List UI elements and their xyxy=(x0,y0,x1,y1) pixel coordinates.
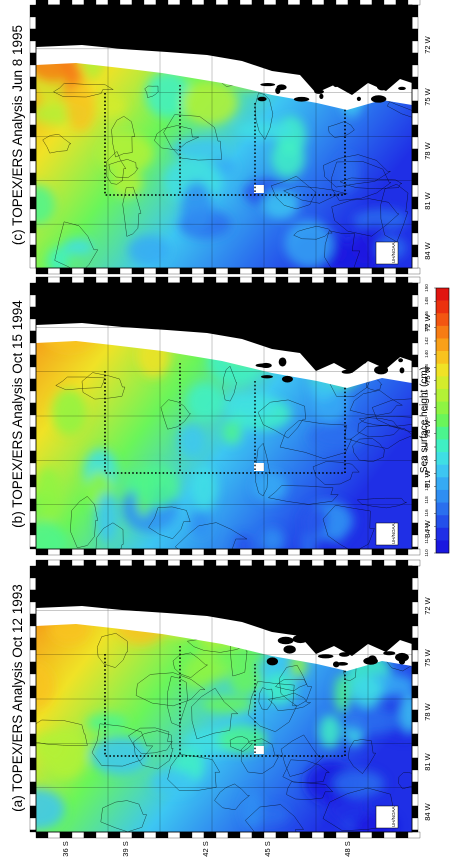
latitude-label: 45 S xyxy=(263,841,272,857)
longitude-label: 72 W xyxy=(423,597,432,615)
colorbar-swatch xyxy=(436,313,449,327)
land-south-america xyxy=(36,566,412,656)
colorbar-title: Sea surface height (cm) xyxy=(419,366,430,474)
colorbar-swatch xyxy=(436,527,449,541)
longitude-label: 81 W xyxy=(423,753,432,771)
colorbar-swatch xyxy=(436,376,449,390)
colorbar-swatch xyxy=(436,502,449,516)
panel-title: (a) TOPEX/ERS Analysis Oct 12 1993 xyxy=(10,584,25,812)
panel-title: (b) TOPEX/ERS Analysis Oct 15 1994 xyxy=(10,300,25,528)
longitude-label: 72 W xyxy=(423,36,432,54)
logo-text: UH/NOAA xyxy=(391,523,396,544)
colorbar-swatch xyxy=(436,489,449,503)
colorbar-swatch xyxy=(436,540,449,554)
logo xyxy=(375,805,399,829)
colorbar-tick-label: 150 xyxy=(424,284,429,292)
map-frame xyxy=(29,276,421,556)
colorbar-swatch xyxy=(436,388,449,402)
colorbar-swatch xyxy=(436,414,449,428)
map-panel-2: UH/NOAA xyxy=(29,559,421,839)
map-frame xyxy=(29,0,421,275)
colorbar-tick-label: 110 xyxy=(424,549,429,557)
land-south-america xyxy=(36,283,412,373)
colorbar-swatch xyxy=(436,300,449,314)
colorbar-swatch xyxy=(436,464,449,478)
colorbar-swatch xyxy=(436,439,449,453)
logo-text: UH/NOAA xyxy=(391,806,396,827)
logo xyxy=(375,241,399,265)
panel-title: (c) TOPEX/ERS Analysis Jun 8 1995 xyxy=(10,24,25,246)
colorbar-swatch xyxy=(436,515,449,529)
logo-text: UH/NOAA xyxy=(391,242,396,263)
colorbar-swatch xyxy=(436,363,449,377)
analysis-box xyxy=(104,371,346,474)
colorbar-swatch xyxy=(436,426,449,440)
longitude-label: 78 W xyxy=(423,142,432,160)
map-panel-1: UH/NOAA xyxy=(29,276,421,556)
colorbar-swatch xyxy=(436,477,449,491)
colorbar-swatch xyxy=(436,338,449,352)
colorbar-swatch xyxy=(436,351,449,365)
longitude-label: 81 W xyxy=(423,192,432,210)
latitude-label: 39 S xyxy=(121,841,130,857)
colorbar-swatch xyxy=(436,288,449,301)
analysis-box xyxy=(104,93,346,196)
latitude-label: 48 S xyxy=(343,841,352,857)
longitude-label: 75 W xyxy=(423,649,432,667)
latitude-label: 42 S xyxy=(201,841,210,857)
longitude-label: 84 W xyxy=(423,242,432,260)
latitude-label: 36 S xyxy=(61,841,70,857)
colorbar-swatch xyxy=(436,325,449,339)
logo xyxy=(375,522,399,546)
colorbar xyxy=(434,287,450,554)
map-panel-0: UH/NOAA xyxy=(29,0,421,275)
colorbar-swatch xyxy=(436,401,449,415)
longitude-label: 75 W xyxy=(423,88,432,106)
map-frame xyxy=(29,559,421,839)
longitude-label: 84 W xyxy=(423,803,432,821)
colorbar-swatch xyxy=(436,452,449,465)
longitude-label: 78 W xyxy=(423,703,432,721)
analysis-box xyxy=(104,654,346,757)
